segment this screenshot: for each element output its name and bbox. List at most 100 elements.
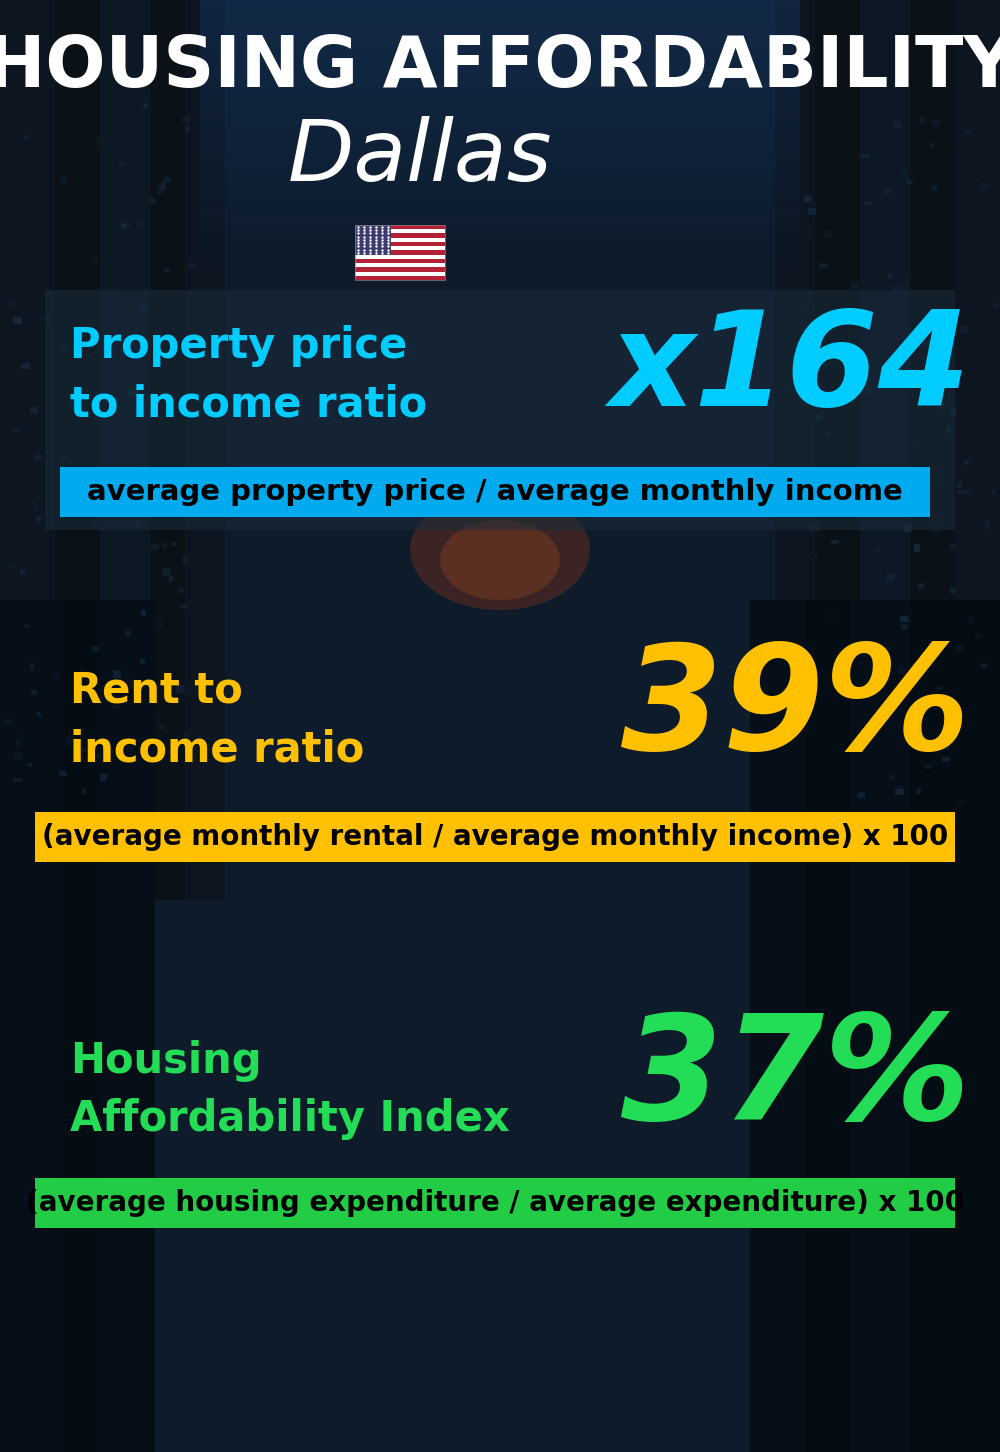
Bar <box>143 103 147 107</box>
Bar <box>955 0 1000 900</box>
Bar <box>109 293 114 301</box>
Bar <box>936 685 942 690</box>
Bar <box>24 624 30 629</box>
Bar <box>86 354 94 359</box>
Bar <box>182 118 189 123</box>
Bar <box>75 755 84 759</box>
Bar <box>804 195 811 202</box>
Bar <box>82 788 86 794</box>
Bar <box>30 664 34 669</box>
Bar <box>164 177 171 182</box>
Bar <box>21 363 30 369</box>
Bar <box>35 504 39 510</box>
Text: average property price / average monthly income: average property price / average monthly… <box>87 478 903 505</box>
Bar <box>162 568 170 576</box>
Bar <box>158 621 163 627</box>
Bar <box>833 322 837 330</box>
Bar <box>161 725 165 730</box>
Ellipse shape <box>410 489 590 610</box>
Bar <box>67 736 73 743</box>
Bar <box>956 714 962 723</box>
Bar <box>875 547 880 552</box>
Bar <box>898 666 904 672</box>
Bar <box>125 630 131 637</box>
Bar <box>861 154 870 158</box>
Bar <box>68 401 75 408</box>
Bar <box>887 359 892 367</box>
Bar <box>925 764 931 770</box>
Bar <box>950 587 956 594</box>
Bar <box>805 600 850 1452</box>
Bar <box>971 298 979 306</box>
Bar <box>178 587 184 592</box>
Bar <box>119 163 126 167</box>
Bar <box>355 229 445 234</box>
Bar <box>37 711 41 717</box>
Bar <box>937 372 946 378</box>
Bar <box>914 444 918 449</box>
Bar <box>900 318 904 322</box>
Bar <box>968 617 974 624</box>
Bar <box>355 258 445 263</box>
Bar <box>860 0 910 900</box>
Bar <box>881 476 889 481</box>
Bar <box>185 126 189 132</box>
Bar <box>136 520 144 524</box>
Bar <box>906 511 913 518</box>
Bar <box>914 544 920 552</box>
Bar <box>8 560 16 569</box>
Bar <box>60 468 930 517</box>
Bar <box>136 523 140 527</box>
Bar <box>129 391 138 396</box>
Bar <box>76 727 84 735</box>
Bar <box>903 524 912 531</box>
Bar <box>8 301 16 306</box>
Bar <box>0 0 55 900</box>
Bar <box>355 247 445 250</box>
Bar <box>35 1178 955 1228</box>
Bar <box>917 788 921 794</box>
Bar <box>141 364 146 372</box>
Bar <box>956 645 963 652</box>
Bar <box>918 584 924 590</box>
Bar <box>140 659 145 664</box>
Bar <box>63 772 67 775</box>
Bar <box>810 524 819 531</box>
Bar <box>933 526 939 533</box>
Bar <box>957 489 966 494</box>
Bar <box>355 272 445 276</box>
Bar <box>814 555 818 559</box>
Bar <box>967 192 976 199</box>
Bar <box>139 466 148 473</box>
Bar <box>150 0 185 900</box>
Bar <box>910 0 955 900</box>
Bar <box>775 0 815 900</box>
Bar <box>31 690 37 696</box>
Bar <box>142 405 150 412</box>
Bar <box>814 414 822 420</box>
Bar <box>113 669 121 678</box>
Bar <box>884 646 890 653</box>
Bar <box>935 478 943 484</box>
Bar <box>54 675 59 680</box>
Bar <box>886 574 894 581</box>
Bar <box>27 762 32 767</box>
Bar <box>19 730 23 738</box>
Bar <box>906 179 913 184</box>
Bar <box>183 733 189 738</box>
Bar <box>0 600 60 1452</box>
Bar <box>863 736 868 742</box>
Bar <box>355 263 445 267</box>
Bar <box>157 186 164 195</box>
Bar <box>34 454 42 460</box>
Bar <box>994 303 999 308</box>
Bar <box>80 669 85 672</box>
Bar <box>93 257 97 263</box>
Bar <box>965 460 969 465</box>
Bar <box>825 433 830 437</box>
Text: Rent to
income ratio: Rent to income ratio <box>70 669 364 770</box>
Bar <box>888 273 893 277</box>
Bar <box>35 812 955 862</box>
Bar <box>180 605 187 608</box>
Bar <box>932 184 937 192</box>
